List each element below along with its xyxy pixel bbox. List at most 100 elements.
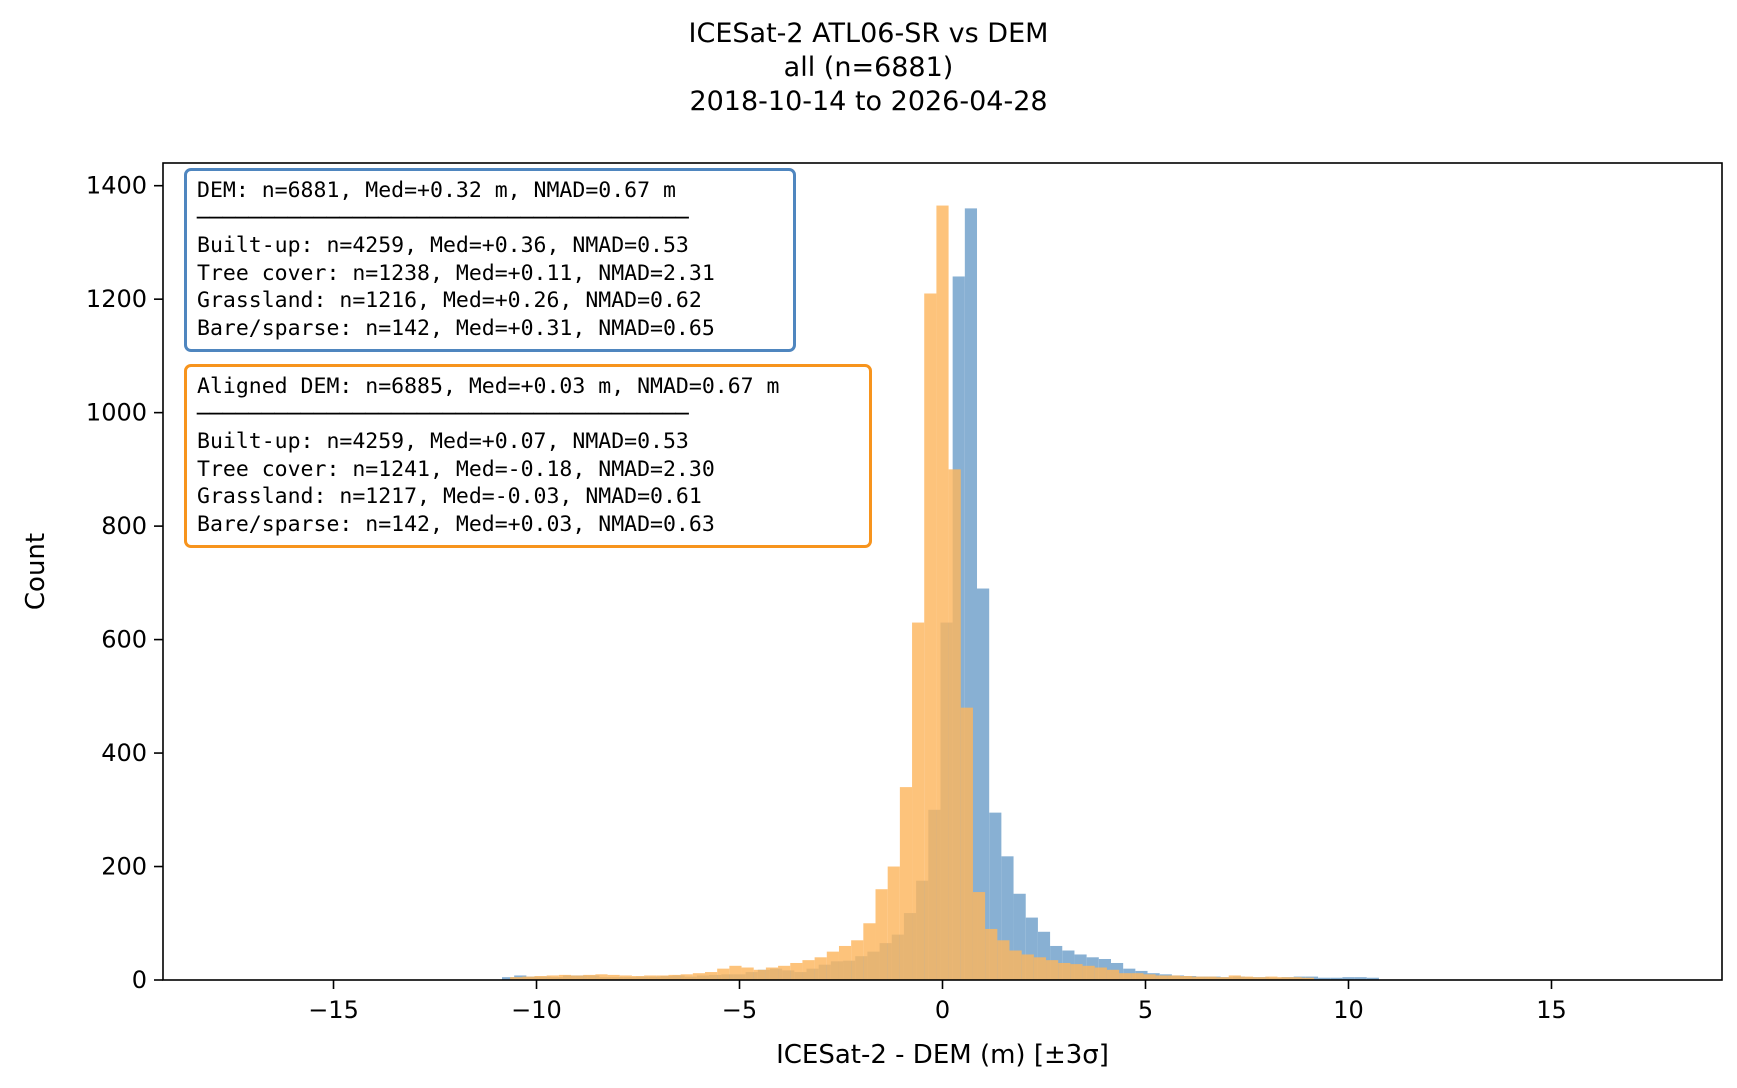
aligned-dem-bar [1216,977,1229,980]
aligned-stats-row-grassland: Grassland: n=1217, Med=-0.03, NMAD=0.61 [197,484,702,509]
dem-stats-row-built-up: Built-up: n=4259, Med=+0.36, NMAD=0.53 [197,233,689,258]
aligned-dem-bar [1082,965,1095,980]
aligned-dem-bar [972,892,986,980]
aligned-dem-bar [1106,969,1120,980]
aligned-dem-bar [595,974,608,980]
dem-stats-box: DEM: n=6881, Med=+0.32 m, NMAD=0.67 m ──… [184,168,796,352]
aligned-dem-bar [826,951,839,980]
aligned-dem-bar [802,960,815,980]
aligned-dem-stats-box: Aligned DEM: n=6885, Med=+0.03 m, NMAD=0… [184,364,872,548]
aligned-dem-bar [534,976,547,980]
aligned-dem-bar [1131,973,1144,980]
dem-bar [1342,977,1355,980]
aligned-dem-bar [717,968,730,980]
aligned-stats-separator: ────────────────────────────────────── [197,401,689,427]
aligned-dem-bar [778,965,791,980]
dem-stats-row-tree-cover: Tree cover: n=1238, Med=+0.11, NMAD=2.31 [197,260,715,286]
y-tick-label: 1000 [86,399,147,427]
aligned-dem-bar [912,622,925,980]
aligned-dem-bar [558,974,572,980]
aligned-dem-bar [753,969,766,980]
aligned-dem-bar [790,962,803,980]
x-tick-label: 10 [1333,996,1364,1024]
aligned-dem-bar [838,945,852,980]
aligned-dem-bar [1094,967,1107,980]
aligned-dem-bar [1009,950,1022,980]
aligned-dem-bar [644,975,657,980]
aligned-dem-bar [1070,964,1083,980]
x-tick-label: 15 [1536,996,1567,1024]
aligned-dem-bar [997,940,1010,980]
aligned-dem-bar [1240,976,1254,980]
aligned-dem-bar [1021,954,1034,980]
dem-stats-separator: ────────────────────────────────────── [197,205,689,231]
aligned-dem-bar [522,976,535,980]
aligned-dem-bar [656,975,669,980]
aligned-dem-bar [1301,977,1314,980]
aligned-dem-bar [863,923,876,980]
x-tick-label: −10 [511,996,562,1024]
x-tick-label: 5 [1138,996,1153,1024]
dem-stats-header: DEM: n=6881, Med=+0.32 m, NMAD=0.67 m [197,178,676,203]
aligned-dem-bar [1155,975,1168,980]
dem-stats-row-bare-sparse: Bare/sparse: n=142, Med=+0.31, NMAD=0.65 [197,315,715,341]
aligned-dem-bar [1143,974,1156,980]
y-tick-label: 200 [101,853,147,881]
aligned-dem-bar [607,974,620,980]
x-axis-label: ICESat-2 - DEM (m) [±3σ] [776,1040,1109,1070]
x-tick-label: 0 [935,996,950,1024]
aligned-dem-bar [510,977,523,980]
y-axis-label: Count [21,533,51,610]
aligned-dem-bar [1204,976,1217,980]
dem-bar [977,588,990,980]
y-tick-label: 1400 [86,172,147,200]
aligned-dem-bar [1046,960,1059,980]
aligned-stats-header: Aligned DEM: n=6885, Med=+0.03 m, NMAD=0… [197,374,780,399]
aligned-dem-bar [985,928,998,980]
y-tick-label: 400 [101,739,147,767]
x-tick-label: −5 [722,996,757,1024]
y-tick-label: 0 [132,966,147,994]
aligned-dem-bars [510,205,1314,981]
aligned-dem-bar [960,707,973,980]
aligned-dem-bar [680,974,693,980]
aligned-dem-bar [692,973,705,980]
aligned-dem-bar [583,974,596,980]
chart-subtitle: all (n=6881) [783,52,954,83]
aligned-dem-bar [1277,977,1290,980]
aligned-dem-bar [875,889,888,980]
aligned-dem-bar [887,866,900,980]
aligned-dem-bar [814,957,827,980]
aligned-stats-row-built-up: Built-up: n=4259, Med=+0.07, NMAD=0.53 [197,429,689,454]
aligned-dem-bar [546,975,559,980]
x-axis: −15 −10 −5 0 5 10 15 [308,980,1567,1024]
aligned-dem-bar [741,967,754,980]
aligned-dem-bar [765,967,779,980]
aligned-dem-bar [619,975,632,980]
aligned-dem-bar [571,975,584,980]
aligned-stats-row-bare-sparse: Bare/sparse: n=142, Med=+0.03, NMAD=0.63 [197,511,715,537]
aligned-dem-bar [924,293,937,980]
aligned-dem-bar [851,940,864,980]
aligned-dem-bar [1167,975,1181,980]
dem-bar [1318,977,1331,980]
aligned-dem-bar [1180,976,1193,980]
x-tick-label: −15 [308,996,359,1024]
chart-date-range: 2018-10-14 to 2026-04-28 [689,86,1048,117]
aligned-dem-bar [1265,976,1278,980]
aligned-dem-bar [1033,957,1047,980]
dem-bar [1366,977,1379,980]
aligned-dem-bar [1119,973,1132,980]
dem-bar [1330,977,1343,980]
aligned-dem-bar [668,974,681,980]
y-tick-label: 1200 [86,285,147,313]
dem-stats-row-grassland: Grassland: n=1216, Med=+0.26, NMAD=0.62 [197,288,702,313]
aligned-dem-bar [1192,976,1205,980]
aligned-dem-bar [899,787,913,980]
aligned-dem-bar [729,965,742,980]
aligned-dem-bar [936,205,949,981]
aligned-dem-bar [631,976,645,980]
aligned-dem-bar [1228,975,1241,980]
y-tick-label: 600 [101,626,147,654]
